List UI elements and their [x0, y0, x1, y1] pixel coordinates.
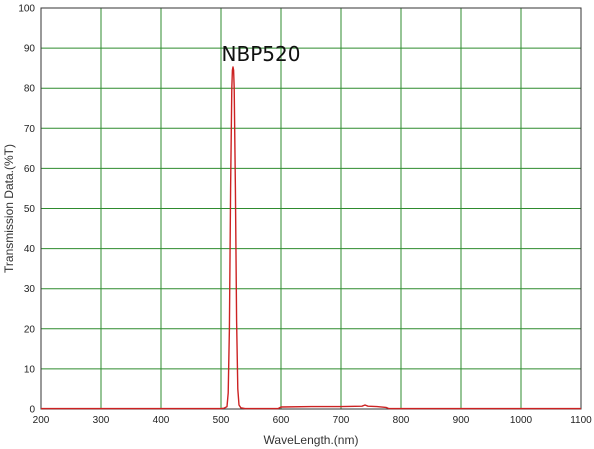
x-tick-label: 600	[273, 415, 290, 426]
x-tick-label: 900	[453, 415, 470, 426]
y-tick-label: 10	[24, 364, 36, 375]
y-tick-label: 70	[24, 124, 36, 135]
series-layer	[41, 66, 581, 410]
y-axis-label: Transmission Data.(%T)	[2, 144, 16, 273]
y-tick-label: 60	[24, 164, 36, 175]
grid-lines	[40, 7, 582, 410]
y-tick-label: 90	[24, 44, 36, 55]
x-tick-label: 1000	[510, 415, 533, 426]
y-tick-label: 30	[24, 284, 36, 295]
x-tick-label: 300	[93, 415, 110, 426]
x-tick-label: 800	[393, 415, 410, 426]
x-tick-label: 1100	[570, 415, 592, 426]
x-tick-label: 700	[333, 415, 350, 426]
x-tick-label: 200	[33, 415, 50, 426]
y-tick-labels: 0 10 20 30 40 50 60 70 80 90 100	[18, 4, 35, 416]
y-tick-label: 40	[24, 244, 36, 255]
y-tick-label: 100	[18, 4, 35, 15]
plot-frame	[40, 7, 582, 410]
x-tick-label: 500	[213, 415, 230, 426]
y-tick-label: 20	[24, 324, 36, 335]
x-axis-label: WaveLength.(nm)	[264, 433, 359, 447]
x-tick-label: 400	[153, 415, 170, 426]
y-tick-label: 0	[29, 405, 35, 416]
y-tick-label: 80	[24, 84, 36, 95]
peak-annotation: NBP520	[222, 42, 301, 66]
x-tick-labels: 200 300 400 500 600 700 800 900 1000 1100	[33, 415, 593, 426]
y-tick-label: 50	[24, 204, 36, 215]
series-line-0	[41, 66, 581, 410]
